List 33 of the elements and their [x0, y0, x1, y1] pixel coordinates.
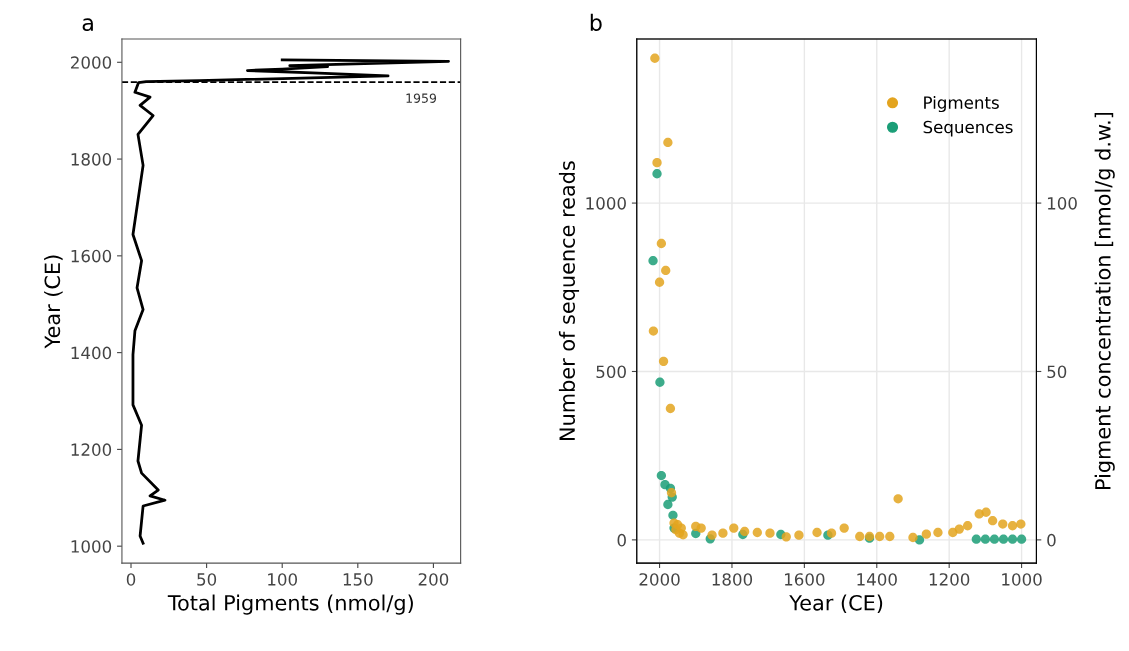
x-tick-label: 0	[126, 573, 136, 586]
legend-label: Sequences	[923, 120, 1013, 137]
chart-title: b	[590, 13, 602, 32]
y-axis-title: Number of sequence reads	[558, 161, 580, 440]
y-tick-label: 1000	[71, 540, 112, 553]
y2-tick-label: 100	[1047, 197, 1077, 210]
y-tick-label: 1400	[71, 346, 112, 360]
x-tick-label: 200	[418, 573, 449, 586]
x-axis-title: Total Pigments (nmol/g)	[167, 594, 413, 615]
x-tick-label: 150	[343, 573, 373, 586]
y-tick-label: 1200	[71, 443, 112, 456]
x-tick-label: 100	[268, 573, 298, 586]
x-tick-label: 1200	[929, 573, 970, 586]
x-tick-label: 1800	[712, 573, 753, 586]
x-tick-label: 1000	[1002, 573, 1042, 586]
y-tick-label: 1000	[586, 197, 626, 210]
y-tick-label: 500	[596, 365, 626, 379]
y2-axis-title: Pigment concentration [nmol/g d.w.]	[1094, 112, 1115, 489]
y-axis-title: Year (CE)	[44, 255, 63, 349]
y-tick-label: 1600	[71, 249, 112, 263]
y-tick-label: 0	[617, 533, 626, 547]
y-tick-label: 2000	[71, 56, 112, 69]
ref-line-label: 1959	[406, 93, 437, 103]
y2-tick-label: 50	[1047, 365, 1067, 379]
chart-title: a	[82, 18, 93, 32]
x-tick-label: 1600	[784, 573, 825, 586]
x-tick-label: 1400	[857, 573, 897, 586]
y2-tick-label: 0	[1047, 533, 1056, 547]
legend-label: Pigments	[924, 95, 999, 113]
x-tick-label: 2000	[639, 573, 680, 586]
x-axis-title: Year (CE)	[789, 594, 883, 614]
y-tick-label: 1800	[71, 153, 112, 166]
x-tick-label: 50	[197, 573, 217, 586]
